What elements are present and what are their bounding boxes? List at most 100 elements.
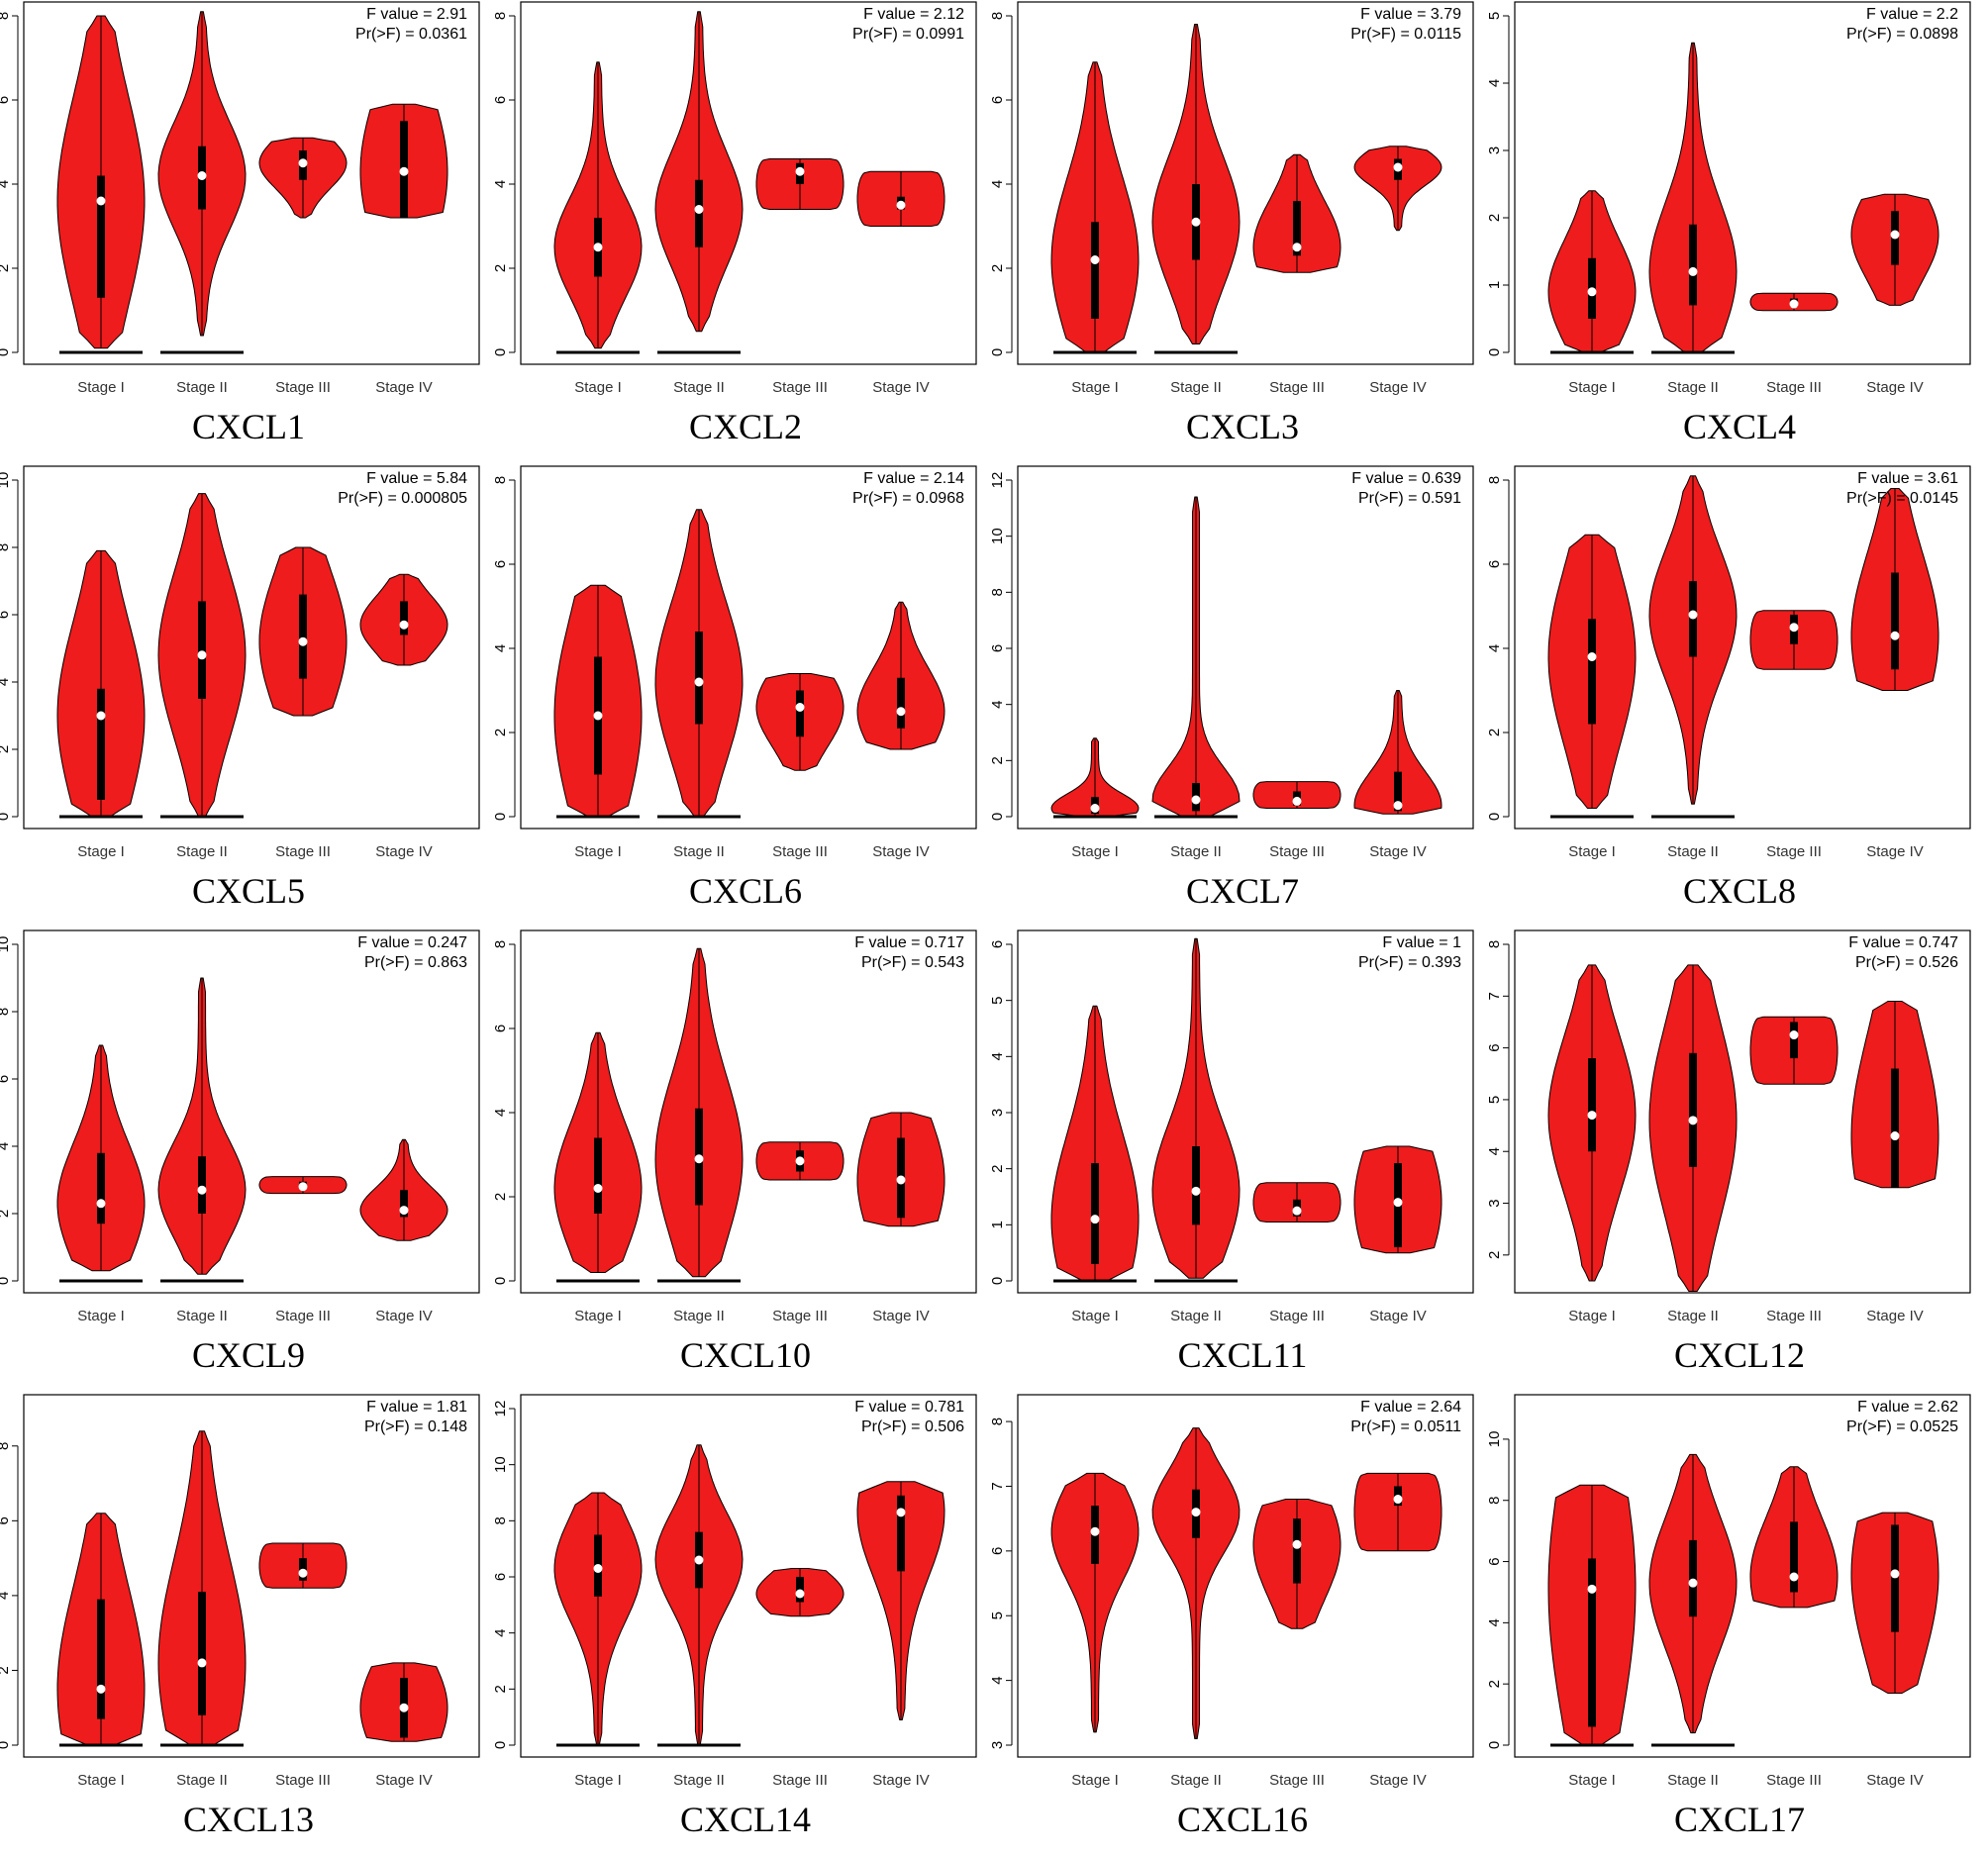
violin-chart-svg: 0 2 4 6 8 10 Stage I Stage II Stage III Stage IV <box>0 929 480 1324</box>
f-value-label: F value = 0.247 <box>357 934 467 951</box>
median-point <box>1587 287 1597 297</box>
gene-title: CXCL17 <box>1673 1800 1805 1839</box>
violin-panel-cxcl5: 0 2 4 6 8 10 Stage I Stage II Stage III Stage IV F… <box>0 464 497 928</box>
median-point <box>694 1154 704 1164</box>
violin-chart-svg: 0 2 4 6 8 Stage I Stage II Stage III Stage IV <box>1486 465 1971 860</box>
y-tick-label: 4 <box>989 1052 1006 1060</box>
x-tick-label: Stage I <box>1071 1308 1119 1324</box>
y-tick-label: 2 <box>0 745 12 753</box>
y-tick-label: 2 <box>492 1685 509 1693</box>
gene-title: CXCL11 <box>1177 1335 1308 1375</box>
x-tick-label: Stage I <box>77 843 125 860</box>
x-tick-label: Stage I <box>77 379 125 396</box>
median-point <box>1393 1495 1403 1505</box>
x-tick-label: Stage III <box>772 1308 828 1324</box>
median-point <box>1587 1584 1597 1594</box>
y-tick-label: 2 <box>492 729 509 736</box>
median-point <box>1191 1508 1201 1517</box>
x-tick-label: Stage IV <box>1369 379 1427 396</box>
gene-title: CXCL14 <box>679 1800 811 1839</box>
y-tick-label: 3 <box>1486 147 1503 154</box>
median-point <box>1393 162 1403 172</box>
x-tick-label: Stage IV <box>872 1308 930 1324</box>
violin-chart-svg: 0 2 4 6 8 Stage I Stage II Stage III Stage IV <box>492 929 977 1324</box>
y-tick-label: 0 <box>1486 813 1503 821</box>
iqr-box <box>198 1156 206 1214</box>
p-value-label: Pr(>F) = 0.863 <box>363 954 467 971</box>
y-tick-label: 5 <box>989 996 1006 1004</box>
gene-title: CXCL2 <box>688 407 802 446</box>
violin-chart-svg: 0 2 4 6 8 Stage I Stage II Stage III Stage IV <box>0 1 480 396</box>
y-tick-label: 0 <box>989 813 1006 821</box>
median-point <box>298 1182 308 1192</box>
median-point <box>96 196 106 206</box>
violin-panel-cxcl16: 3 4 5 6 7 8 Stage I Stage II Stage III Stage IV F … <box>989 1393 1491 1857</box>
iqr-box <box>299 594 307 679</box>
x-tick-label: Stage IV <box>1369 1772 1427 1789</box>
iqr-box <box>1891 572 1899 670</box>
iqr-box <box>97 1152 105 1224</box>
iqr-box <box>400 601 408 635</box>
x-tick-label: Stage IV <box>375 379 433 396</box>
violin-chart-svg: 0 2 4 6 8 Stage I Stage II Stage III Stage IV <box>989 1 1474 396</box>
y-tick-label: 6 <box>492 1573 509 1581</box>
f-value-label: F value = 2.64 <box>1360 1399 1461 1416</box>
x-tick-label: Stage IV <box>1369 1308 1427 1324</box>
y-tick-label: 6 <box>492 1025 509 1032</box>
median-point <box>197 1185 207 1195</box>
y-tick-label: 4 <box>0 1142 12 1150</box>
plot-frame <box>1514 1394 1971 1758</box>
y-tick-label: 8 <box>0 12 12 20</box>
x-tick-label: Stage IV <box>872 843 930 860</box>
gene-title: CXCL16 <box>1176 1800 1308 1839</box>
p-value-label: Pr(>F) = 0.0968 <box>852 490 964 507</box>
x-tick-label: Stage III <box>772 1772 828 1789</box>
violin-panel-cxcl11: 0 1 2 3 4 5 6 Stage I Stage II Stage III Stage IV F… <box>989 928 1491 1393</box>
plot-frame <box>520 465 977 830</box>
plot-frame <box>23 465 480 830</box>
p-value-label: Pr(>F) = 0.0991 <box>852 26 964 43</box>
iqr-box <box>1293 1518 1301 1584</box>
x-tick-label: Stage III <box>1766 843 1822 860</box>
plot-frame <box>1017 1394 1474 1758</box>
f-value-label: F value = 5.84 <box>366 470 467 487</box>
y-tick-label: 4 <box>492 180 509 188</box>
f-value-label: F value = 3.61 <box>1857 470 1958 487</box>
iqr-box <box>1689 224 1697 306</box>
p-value-label: Pr(>F) = 0.543 <box>860 954 964 971</box>
plot-frame <box>1514 929 1971 1294</box>
iqr-box <box>897 1495 905 1572</box>
violin-chart-svg: 0 1 2 3 4 5 6 Stage I Stage II Stage III Stage IV <box>989 929 1474 1324</box>
median-point <box>197 171 207 180</box>
f-value-label: F value = 3.79 <box>1360 6 1461 23</box>
median-point <box>96 711 106 721</box>
x-tick-label: Stage II <box>673 1772 725 1789</box>
iqr-box <box>897 677 905 729</box>
iqr-box <box>1790 1022 1798 1059</box>
y-tick-label: 7 <box>1486 992 1503 1000</box>
y-tick-label: 8 <box>1486 940 1503 948</box>
y-tick-label: 3 <box>1486 1199 1503 1207</box>
y-tick-label: 6 <box>0 611 12 619</box>
violin-chart-svg: 2 3 4 5 6 7 8 Stage I Stage II Stage III Stage IV <box>1486 929 1971 1324</box>
y-tick-label: 10 <box>0 936 12 953</box>
x-tick-label: Stage I <box>1071 843 1119 860</box>
y-tick-label: 4 <box>1486 1618 1503 1626</box>
iqr-box <box>400 1190 408 1218</box>
x-tick-label: Stage III <box>1269 379 1325 396</box>
y-tick-label: 0 <box>1486 1741 1503 1749</box>
x-tick-label: Stage III <box>772 843 828 860</box>
y-tick-label: 5 <box>1486 12 1503 20</box>
median-point <box>694 1555 704 1565</box>
median-point <box>96 1199 106 1209</box>
x-tick-label: Stage II <box>1667 1772 1719 1789</box>
violin-panel-cxcl3: 0 2 4 6 8 Stage I Stage II Stage III Stage IV F v… <box>989 0 1491 464</box>
y-tick-label: 5 <box>1486 1096 1503 1104</box>
y-tick-label: 2 <box>989 1164 1006 1172</box>
median-point <box>1292 1539 1302 1549</box>
f-value-label: F value = 1 <box>1382 934 1461 951</box>
y-tick-label: 4 <box>0 180 12 188</box>
median-point <box>1890 1569 1900 1579</box>
y-tick-label: 4 <box>492 1628 509 1636</box>
